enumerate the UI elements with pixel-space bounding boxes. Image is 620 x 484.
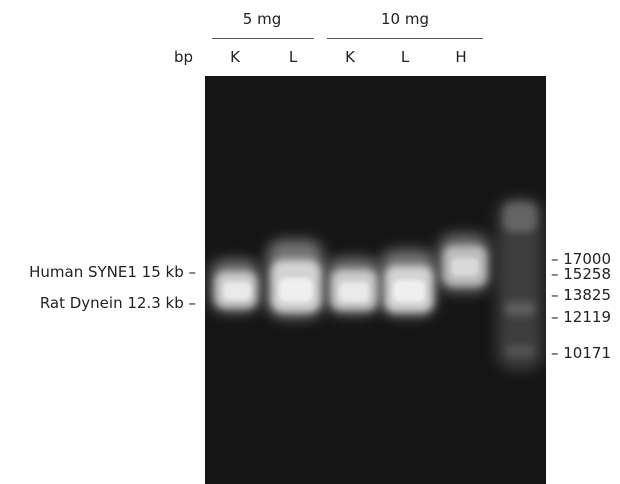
band-lane-5 <box>439 234 489 292</box>
ladder-mark-4: – 12119 <box>551 308 611 326</box>
lane-label-1: K <box>230 48 240 66</box>
band-lane-3 <box>327 258 379 314</box>
lane-label-2: L <box>288 48 298 66</box>
group-underline-10mg <box>327 38 483 39</box>
band-lane-2 <box>267 240 323 318</box>
ladder-lane-smear <box>497 198 543 370</box>
ladder-mark-5: – 10171 <box>551 344 611 362</box>
ladder-mark-2: – 15258 <box>551 265 611 283</box>
label-rat-dynein: Rat Dynein 12.3 kb – <box>39 294 196 312</box>
ladder-mark-3: – 13825 <box>551 286 611 304</box>
lane-label-5: H <box>455 48 467 66</box>
bp-label: bp <box>174 48 194 66</box>
group-label-10mg: 10 mg <box>381 10 429 28</box>
band-lane-1 <box>211 260 259 312</box>
band-lane-4 <box>381 250 435 316</box>
lane-label-4: L <box>400 48 410 66</box>
gel-image <box>205 76 546 484</box>
ladder-mark-1: – 17000 <box>551 250 611 268</box>
lane-label-3: K <box>345 48 355 66</box>
group-underline-5mg <box>212 38 314 39</box>
group-label-5mg: 5 mg <box>242 10 282 28</box>
label-human-syne1: Human SYNE1 15 kb – <box>29 263 196 281</box>
